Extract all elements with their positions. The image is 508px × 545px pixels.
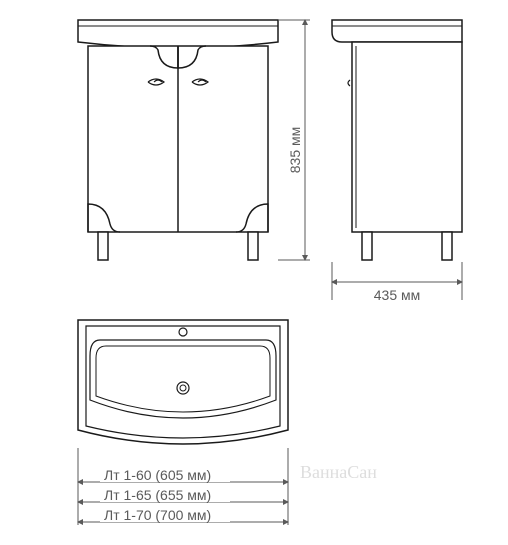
dim-height: 835 мм — [278, 20, 310, 260]
dim-depth: 435 мм — [332, 262, 462, 303]
dim-height-label: 835 мм — [287, 127, 303, 174]
front-view — [78, 20, 278, 260]
drawing-svg: 835 мм 435 мм Лт 1-60 (605 мм) Лт — [0, 0, 508, 545]
top-view — [78, 320, 288, 444]
side-view — [332, 20, 462, 260]
dim-width-2: Лт 1-65 (655 мм) — [104, 487, 211, 503]
dim-width-3: Лт 1-70 (700 мм) — [104, 507, 211, 523]
dim-depth-label: 435 мм — [374, 287, 421, 303]
dim-width-1: Лт 1-60 (605 мм) — [104, 467, 211, 483]
dim-widths: Лт 1-60 (605 мм) Лт 1-65 (655 мм) Лт 1-7… — [78, 448, 288, 525]
technical-drawing-container: { "drawing": { "type": "technical-drawin… — [0, 0, 508, 545]
